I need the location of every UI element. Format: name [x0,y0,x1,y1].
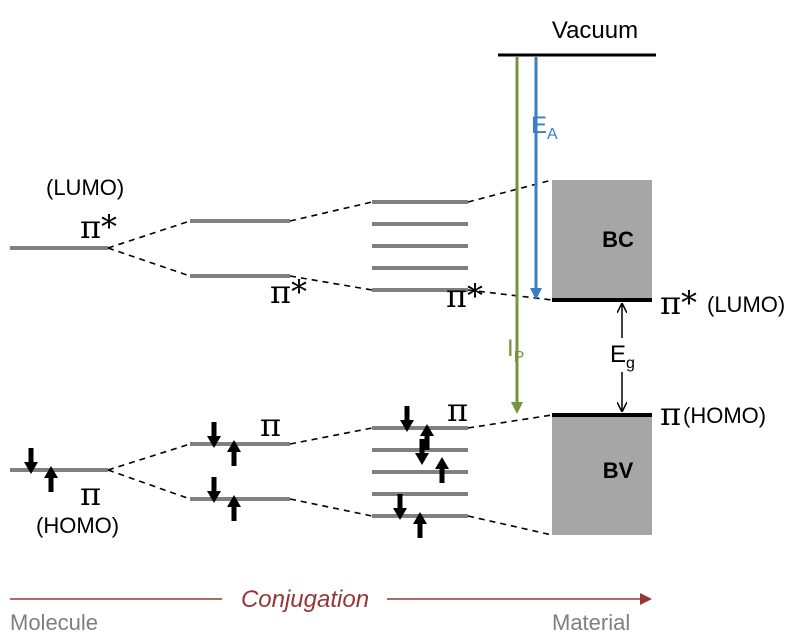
homo-right-label: (HOMO) [683,403,766,428]
lumo-right-label: (LUMO) [707,292,785,317]
conjugation-label: Conjugation [241,586,369,613]
pi-material: π [660,395,681,433]
ip-label: IP [507,335,524,366]
material-label: Material [552,610,630,635]
electron-pair-oligomer-2 [415,439,449,483]
pi-molecule: π [80,475,101,513]
pi-oligomer: π [447,391,468,429]
pi-star-oligomer: π* [446,277,483,315]
ea-label: EA [531,112,558,143]
conjugation-label-bg [222,584,387,614]
bc-label: BC [602,227,634,252]
eg-label: Eg [610,341,635,372]
vacuum-label: Vacuum [552,17,638,44]
conduction-band [552,180,652,300]
bv-label: BV [603,458,634,483]
valence-band [552,415,652,535]
pi-dimer: π [260,406,281,444]
pi-star-material: π* [660,284,697,322]
pi-star-molecule: π* [80,208,117,246]
lumo-left-label: (LUMO) [46,175,124,200]
correlation-lines [107,179,553,536]
homo-left-label: (HOMO) [36,513,119,538]
pi-star-dimer: π* [270,273,307,311]
band-gap-label-bg [608,338,638,372]
molecule-label: Molecule [10,610,98,635]
